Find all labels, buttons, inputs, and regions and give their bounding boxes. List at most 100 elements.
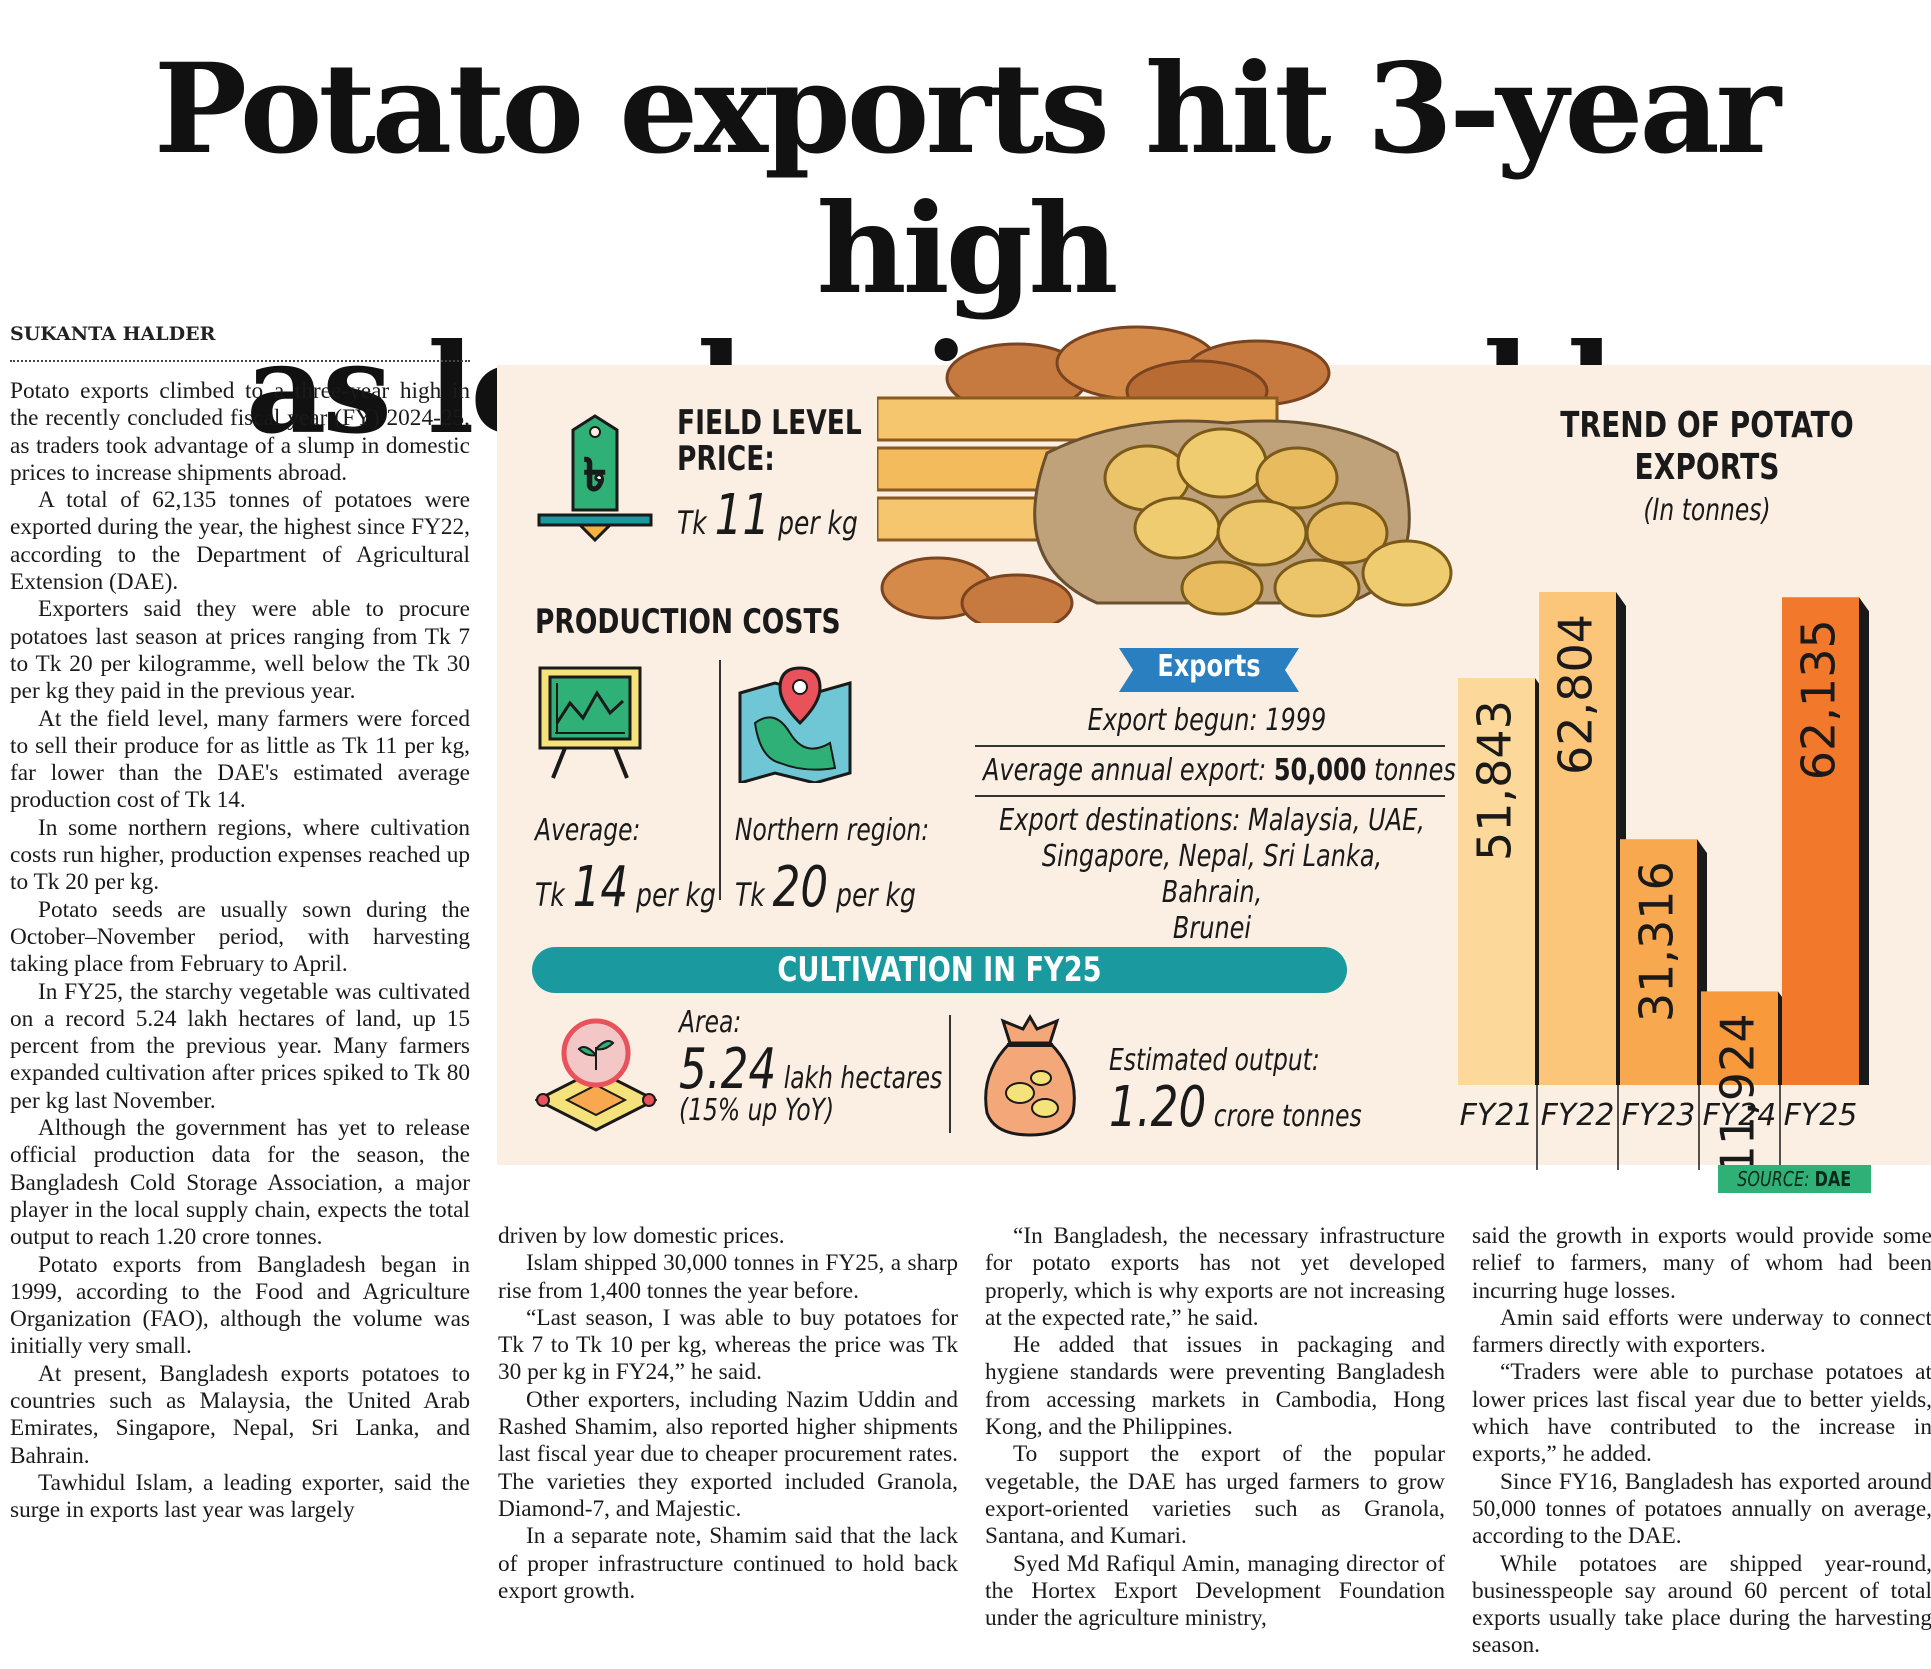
cultivation-banner xyxy=(532,947,1347,993)
export-begun: Export begun: 1999 xyxy=(1087,703,1327,738)
field-level-title-line-1: FIELD LEVEL xyxy=(677,403,862,443)
category-label: FY24 xyxy=(1703,1098,1777,1133)
area-number: 5.24 xyxy=(679,1037,777,1102)
currency-prefix: Tk xyxy=(535,876,565,914)
bar-value-label: 31,316 xyxy=(1630,861,1684,1022)
bar-fy22 xyxy=(1539,592,1616,1085)
paragraph: In a separate note, Shamim said that the… xyxy=(498,1523,958,1604)
average-cost-value: Tk 14 per kg xyxy=(535,855,716,920)
paragraph: Exporters said they were able to procure… xyxy=(10,596,470,705)
paragraph: Islam shipped 30,000 tonnes in FY25, a s… xyxy=(498,1250,958,1304)
bar-value-label: 62,135 xyxy=(1792,619,1846,780)
potato-exports-bar-chart: 51,843 FY21 62,804 FY22 31,316 FY23 11,924FY24… xyxy=(1458,592,1869,1174)
area-value: 5.24 lakh hectares xyxy=(679,1037,942,1102)
northern-cost-value: Tk 20 per kg xyxy=(735,855,916,920)
bar-fy25 xyxy=(1782,597,1859,1085)
cultivation-title: CULTIVATION IN FY25 xyxy=(777,950,1102,990)
output-value: 1.20 crore tonnes xyxy=(1109,1075,1362,1140)
chart-unit: (In tonnes) xyxy=(1643,493,1771,528)
bar-fy21 xyxy=(1458,678,1535,1085)
field-level-price: Tk 11 per kg xyxy=(677,483,858,548)
paragraph: Syed Md Rafiqul Amin, managing director … xyxy=(985,1550,1445,1632)
article-column-4: said the growth in exports would provide… xyxy=(1472,1223,1931,1660)
source-label: SOURCE: xyxy=(1737,1167,1810,1191)
category-label: FY21 xyxy=(1460,1098,1534,1133)
bar-shadow xyxy=(1859,597,1869,1085)
chart-title-line-2: EXPORTS xyxy=(1634,447,1780,488)
category-label: FY23 xyxy=(1622,1098,1696,1133)
paragraph: In some northern regions, where cultivat… xyxy=(10,814,470,896)
category-label: FY25 xyxy=(1784,1098,1858,1133)
currency-prefix: Tk xyxy=(677,504,707,542)
export-destinations: Export destinations: Malaysia, UAE, Singa… xyxy=(992,803,1432,947)
bar-value-label: 51,843 xyxy=(1468,700,1522,861)
chart-title: TREND OF POTATO EXPORTS xyxy=(1543,405,1871,489)
paragraph: Other exporters, including Nazim Uddin a… xyxy=(498,1386,958,1522)
northern-cost-label: Northern region: xyxy=(735,813,930,848)
paragraph: Since FY16, Bangladesh has exported arou… xyxy=(1472,1468,1931,1550)
bar-value-label: 62,804 xyxy=(1549,614,1603,775)
paragraph: Although the government has yet to relea… xyxy=(10,1115,470,1251)
average-export-value: 50,000 xyxy=(1273,753,1367,788)
article-column-1: Potato exports climbed to a three-year h… xyxy=(10,378,470,1524)
byline-divider xyxy=(10,360,470,362)
article-column-2: driven by low domestic prices. Islam shi… xyxy=(498,1223,958,1605)
destinations-line: Singapore, Nepal, Sri Lanka, Bahrain, xyxy=(1041,839,1383,910)
taka-price-tag-icon: ৳ xyxy=(537,414,653,543)
potato-sack-icon xyxy=(984,1014,1076,1137)
unit-label: per kg xyxy=(636,876,716,914)
paragraph: In FY25, the starchy vegetable was culti… xyxy=(10,978,470,1114)
production-costs-divider xyxy=(719,660,721,900)
paragraph: Amin said efforts were underway to conne… xyxy=(1472,1304,1931,1359)
paragraph: “Last season, I was able to buy potatoes… xyxy=(498,1304,958,1386)
output-label: Estimated output: xyxy=(1109,1043,1320,1078)
unit-label: tonnes xyxy=(1374,753,1456,788)
exports-tag: Exports xyxy=(1157,649,1261,684)
currency-prefix: Tk xyxy=(735,876,765,914)
unit-label: lakh hectares xyxy=(783,1061,943,1096)
exports-divider xyxy=(975,795,1445,797)
cultivation-divider xyxy=(949,1015,951,1133)
paragraph: At present, Bangladesh exports potatoes … xyxy=(10,1360,470,1469)
paragraph: “In Bangladesh, the necessary infrastruc… xyxy=(985,1223,1445,1331)
paragraph: Potato exports from Bangladesh began in … xyxy=(10,1251,470,1360)
northern-cost-number: 20 xyxy=(772,855,829,920)
byline: SUKANTA HALDER xyxy=(10,323,216,345)
paragraph: He added that issues in packaging and hy… xyxy=(985,1332,1445,1441)
map-pin-icon xyxy=(738,666,852,783)
potato-crate-illustration xyxy=(877,325,1453,623)
field-level-title: FIELD LEVEL PRICE: xyxy=(677,405,862,477)
chart-board-icon xyxy=(538,666,642,779)
average-cost-label: Average: xyxy=(535,813,641,848)
unit-label: crore tonnes xyxy=(1213,1099,1362,1134)
paragraph: To support the export of the popular veg… xyxy=(985,1441,1445,1550)
paragraph: A total of 62,135 tonnes of potatoes wer… xyxy=(10,487,470,596)
field-level-title-line-2: PRICE: xyxy=(677,439,775,479)
average-annual-export: Average annual export: 50,000 tonnes xyxy=(983,753,1456,788)
exports-divider xyxy=(975,745,1445,747)
source-credit: SOURCE: DAE xyxy=(1718,1165,1871,1193)
destinations-line: Brunei xyxy=(1172,911,1252,946)
paragraph: While potatoes are shipped year-round, b… xyxy=(1472,1550,1931,1659)
category-label: FY22 xyxy=(1541,1098,1615,1133)
paragraph: said the growth in exports would provide… xyxy=(1472,1223,1931,1304)
destinations-line: Export destinations: Malaysia, UAE, xyxy=(999,803,1425,838)
average-export-label: Average annual export: xyxy=(983,753,1267,788)
land-area-icon xyxy=(535,1018,657,1132)
article-column-3: “In Bangladesh, the necessary infrastruc… xyxy=(985,1223,1445,1632)
area-label: Area: xyxy=(679,1005,742,1040)
bar-fy23 xyxy=(1620,839,1697,1085)
paragraph: Potato exports climbed to a three-year h… xyxy=(10,378,470,486)
unit-label: per kg xyxy=(836,876,916,914)
paragraph: Tawhidul Islam, a leading exporter, said… xyxy=(10,1469,470,1524)
exports-ribbon xyxy=(1119,648,1299,692)
average-cost-number: 14 xyxy=(572,855,629,920)
paragraph: “Traders were able to purchase potatoes … xyxy=(1472,1359,1931,1468)
production-costs-title: PRODUCTION COSTS xyxy=(535,602,841,642)
bar-value-label: 11,924 xyxy=(1711,1013,1765,1174)
bar-fy24 xyxy=(1701,991,1778,1085)
paragraph: Potato seeds are usually sown during the… xyxy=(10,896,470,978)
chart-title-line-1: TREND OF POTATO xyxy=(1560,405,1854,446)
headline-line-1: Potato exports hit 3-year high xyxy=(153,37,1781,322)
field-level-value: 11 xyxy=(714,483,771,548)
